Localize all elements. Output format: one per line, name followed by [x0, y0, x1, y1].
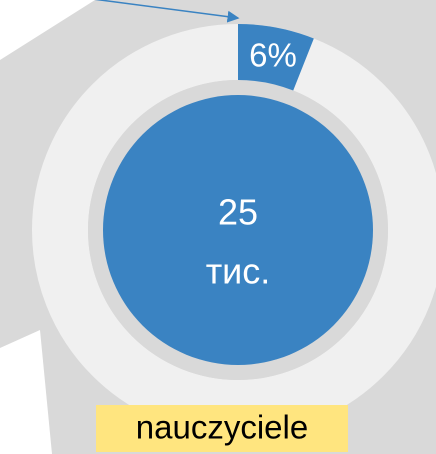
pointer-arrow — [94, 0, 240, 23]
category-label: nauczyciele — [136, 409, 308, 446]
center-unit: тис. — [206, 251, 271, 292]
center-circle — [103, 95, 373, 365]
center-value: 25 — [218, 192, 258, 233]
segment-label: 6% — [249, 37, 297, 74]
label-highlight — [96, 405, 348, 452]
donut-segment — [238, 24, 314, 91]
